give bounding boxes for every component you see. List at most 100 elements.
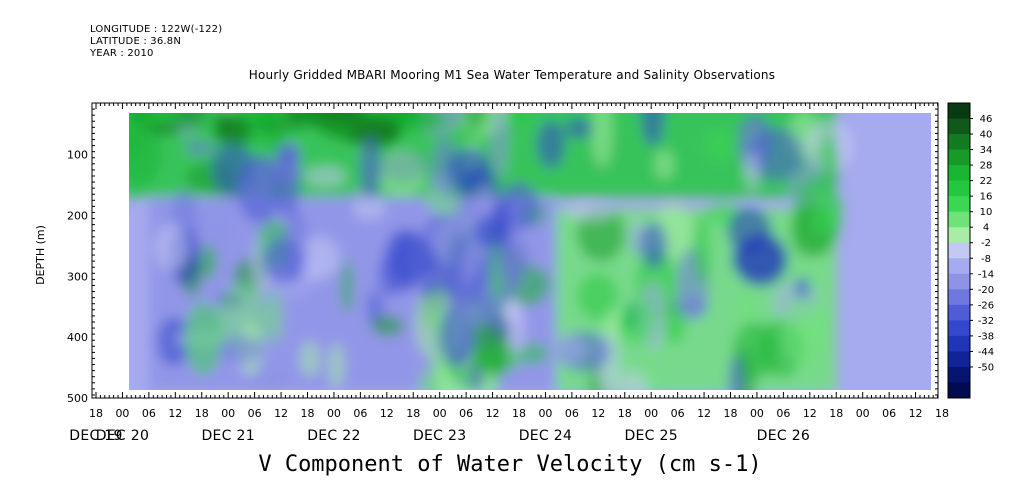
colorbar-swatch: [948, 382, 970, 399]
x-tick-label: 12: [803, 407, 817, 420]
x-tick-label: 12: [380, 407, 394, 420]
x-tick-label: 18: [829, 407, 843, 420]
colorbar-label: 10: [980, 207, 993, 218]
field-patch: [379, 119, 403, 142]
colorbar-swatch: [948, 366, 970, 383]
colorbar-label: 34: [980, 145, 993, 156]
field-patch: [155, 223, 189, 272]
x-day-label: DEC 22: [307, 428, 360, 444]
field-patch: [732, 321, 777, 380]
colorbar-label: -8: [981, 254, 991, 265]
field-patch: [747, 127, 804, 182]
field-patch: [498, 235, 530, 284]
x-tick-label: 18: [89, 407, 103, 420]
colorbar-label: -2: [981, 238, 991, 249]
field-patch: [200, 243, 218, 280]
colorbar-label: -44: [978, 347, 994, 358]
x-day-label: DEC 20: [96, 428, 149, 444]
field-patch: [693, 216, 711, 285]
field-patch: [144, 113, 186, 123]
x-tick-label: 00: [750, 407, 764, 420]
y-tick-label: 100: [67, 149, 88, 162]
x-tick-label: 18: [512, 407, 526, 420]
colorbar-swatch: [948, 320, 970, 337]
field-patch: [203, 200, 234, 251]
velocity-field: [129, 113, 931, 390]
colorbar-swatch: [948, 118, 970, 135]
field-patch: [234, 113, 284, 122]
bottom-title: V Component of Water Velocity (cm s-1): [258, 452, 762, 477]
x-tick-label: 06: [776, 407, 790, 420]
field-patch: [727, 207, 772, 254]
x-day-label: DEC 24: [519, 428, 572, 444]
colorbar-swatch: [948, 196, 970, 213]
field-patch: [497, 182, 540, 232]
field-patch: [655, 149, 674, 180]
x-day-label: DEC 21: [201, 428, 254, 444]
colorbar-swatch: [948, 242, 970, 259]
x-tick-label: 00: [856, 407, 870, 420]
colorbar-swatch: [948, 149, 970, 166]
y-axis-label: DEPTH (m): [34, 225, 47, 285]
field-patch: [341, 259, 354, 314]
field-patch: [662, 301, 686, 345]
field-patch: [314, 113, 364, 124]
field-patch: [220, 115, 252, 146]
colorbar-label: 46: [980, 114, 993, 125]
x-day-label: DEC 19: [69, 428, 122, 444]
x-tick-label: 00: [221, 407, 235, 420]
colorbar-label: -32: [978, 316, 994, 327]
field-patch: [237, 154, 282, 224]
field-patch: [447, 148, 492, 190]
field-patch: [640, 113, 665, 147]
x-tick-label: 06: [459, 407, 473, 420]
colorbar: 46 40 34 28 22 16 10 4 -2 -8 -14 -20 -26 -32 -38 -44 -50: [947, 102, 994, 399]
x-tick-label: 18: [195, 407, 209, 420]
x-day-label: DEC 26: [757, 428, 810, 444]
field-patch: [262, 237, 303, 284]
field-patch: [794, 276, 810, 299]
field-patch: [567, 203, 615, 221]
colorbar-swatch: [948, 273, 970, 290]
x-tick-label: 18: [301, 407, 315, 420]
field-patch: [461, 229, 479, 283]
field-patch: [299, 340, 320, 378]
colorbar-swatch: [948, 134, 970, 151]
colorbar-label: 16: [980, 192, 993, 203]
x-tick-label: 06: [142, 407, 156, 420]
x-tick-label: 06: [248, 407, 262, 420]
x-tick-label: 12: [486, 407, 500, 420]
x-tick-label: 12: [274, 407, 288, 420]
header-longitude: LONGITUDE : 122W(-122): [90, 24, 223, 35]
field-blobs: [129, 113, 855, 390]
colorbar-swatch: [948, 165, 970, 182]
colorbar-swatch: [948, 351, 970, 368]
x-tick-label: 18: [724, 407, 738, 420]
field-patch: [745, 151, 760, 191]
x-day-label: DEC 25: [624, 428, 677, 444]
header-year: YEAR : 2010: [90, 48, 154, 59]
field-patch: [616, 371, 648, 390]
y-tick-label: 500: [67, 392, 88, 405]
x-tick-label: 12: [591, 407, 605, 420]
colorbar-swatch: [948, 103, 970, 120]
field-patch: [438, 305, 476, 367]
field-patch: [466, 324, 509, 377]
x-tick-label: 18: [618, 407, 632, 420]
field-patch: [640, 221, 668, 269]
field-patch: [378, 150, 426, 197]
field-patch: [157, 317, 190, 367]
colorbar-label: 4: [983, 223, 989, 234]
field-patch: [734, 293, 757, 325]
field-patch: [468, 364, 485, 390]
x-tick-label: 18: [406, 407, 420, 420]
colorbar-label: 40: [980, 130, 993, 141]
axes: 18 00 06 12 18 00 06 12 18 00 06 12 18 00 06 12 18 00 06 12…: [67, 103, 949, 444]
field-patch: [477, 181, 494, 220]
field-patch: [129, 120, 162, 187]
x-tick-label: 12: [697, 407, 711, 420]
x-tick-label: 00: [115, 407, 129, 420]
field-patch: [359, 136, 382, 200]
x-tick-label: 06: [565, 407, 579, 420]
